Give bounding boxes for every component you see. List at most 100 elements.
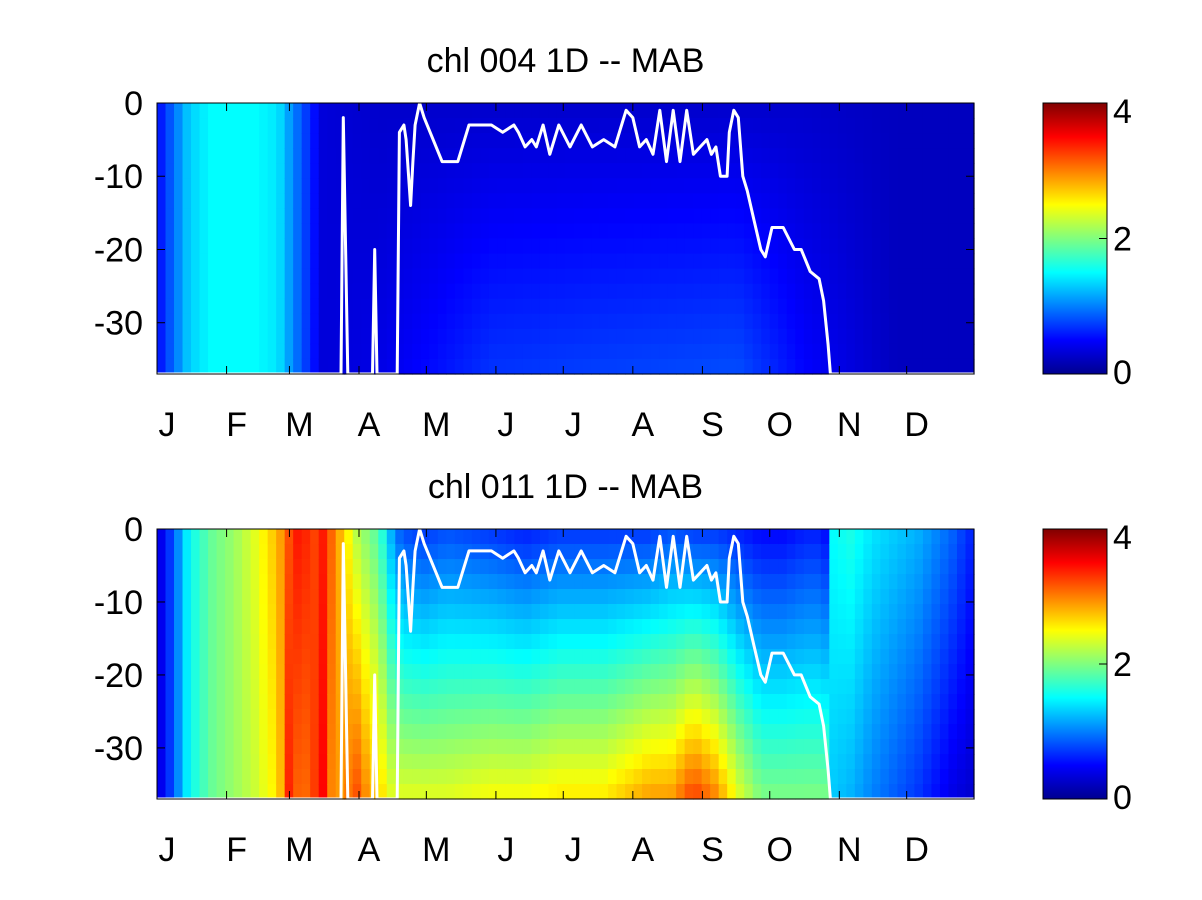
- heatmap-cell: [718, 178, 728, 194]
- heatmap-cell: [599, 619, 609, 635]
- heatmap-cell: [820, 694, 830, 710]
- heatmap-cell: [191, 163, 201, 179]
- heatmap-cell: [710, 313, 720, 330]
- heatmap-cell: [837, 589, 847, 605]
- heatmap-cell: [216, 589, 226, 605]
- heatmap-cell: [786, 313, 796, 330]
- heatmap-cell: [667, 163, 677, 179]
- heatmap-cell: [599, 784, 609, 800]
- heatmap-cell: [727, 694, 737, 710]
- heatmap-cell: [965, 574, 975, 590]
- heatmap-cell: [259, 694, 269, 710]
- heatmap-cell: [948, 664, 958, 680]
- heatmap-cell: [386, 664, 396, 680]
- heatmap-cell: [556, 589, 567, 605]
- heatmap-cell: [812, 529, 822, 545]
- heatmap-cell: [871, 178, 881, 194]
- heatmap-cell: [310, 529, 320, 545]
- heatmap-cell: [216, 604, 226, 620]
- x-tick-label: M: [422, 831, 450, 869]
- heatmap-cell: [412, 589, 422, 605]
- heatmap-cell: [199, 268, 209, 285]
- heatmap-cell: [803, 559, 813, 575]
- heatmap-cell: [412, 163, 422, 179]
- heatmap-cell: [522, 223, 533, 240]
- heatmap-cell: [165, 754, 175, 770]
- heatmap-cell: [242, 709, 252, 725]
- heatmap-cell: [599, 238, 609, 255]
- heatmap-cell: [429, 544, 439, 560]
- heatmap-cell: [174, 784, 184, 800]
- heatmap-cell: [471, 253, 481, 270]
- heatmap-cell: [854, 103, 864, 119]
- heatmap-cell: [488, 193, 499, 209]
- heatmap-cell: [948, 694, 958, 710]
- heatmap-cell: [625, 784, 635, 800]
- heatmap-cell: [676, 133, 686, 149]
- heatmap-cell: [403, 739, 413, 755]
- heatmap-cell: [318, 604, 328, 620]
- heatmap-cell: [522, 634, 533, 650]
- heatmap-cell: [293, 118, 303, 134]
- heatmap-cell: [880, 664, 890, 680]
- heatmap-cell: [625, 589, 635, 605]
- heatmap-cell: [488, 619, 499, 635]
- heatmap-cell: [199, 148, 209, 164]
- heatmap-cell: [931, 649, 941, 665]
- heatmap-cell: [369, 148, 379, 164]
- heatmap-cell: [420, 694, 430, 710]
- heatmap-cell: [948, 784, 958, 800]
- heatmap-cell: [386, 754, 396, 770]
- colorbar-tick-label: 0: [1113, 354, 1132, 392]
- heatmap-cell: [676, 604, 686, 620]
- heatmap-cell: [556, 754, 567, 770]
- heatmap-cell: [744, 178, 754, 194]
- heatmap-cell: [599, 343, 609, 360]
- heatmap-cell: [216, 118, 226, 134]
- heatmap-cell: [846, 223, 856, 240]
- heatmap-cell: [574, 769, 584, 785]
- heatmap-cell: [718, 664, 728, 680]
- heatmap-cell: [956, 313, 967, 330]
- heatmap-cell: [803, 343, 813, 360]
- heatmap-cell: [965, 118, 975, 134]
- heatmap-cell: [454, 694, 464, 710]
- heatmap-cell: [191, 784, 201, 800]
- heatmap-cell: [165, 679, 175, 695]
- heatmap-cell: [914, 724, 924, 740]
- heatmap-cell: [216, 709, 226, 725]
- heatmap-cell: [591, 709, 601, 725]
- heatmap-cell: [939, 649, 950, 665]
- heatmap-cell: [803, 694, 813, 710]
- heatmap-cell: [318, 574, 328, 590]
- heatmap-cell: [174, 163, 184, 179]
- heatmap-cell: [650, 769, 660, 785]
- heatmap-cell: [437, 223, 447, 240]
- heatmap-cell: [276, 589, 286, 605]
- heatmap-cell: [208, 238, 218, 255]
- heatmap-cell: [199, 163, 209, 179]
- heatmap-cell: [437, 604, 447, 620]
- heatmap-cell: [820, 238, 830, 255]
- heatmap-cell: [301, 358, 311, 375]
- heatmap-cell: [727, 574, 737, 590]
- heatmap-cell: [182, 343, 192, 360]
- heatmap-cell: [344, 193, 354, 209]
- heatmap-cell: [395, 544, 405, 560]
- heatmap-cell: [412, 574, 422, 590]
- colorbar-tick-label: 4: [1113, 93, 1132, 131]
- heatmap-cell: [191, 559, 201, 575]
- heatmap-cell: [267, 664, 277, 680]
- heatmap-cell: [471, 754, 481, 770]
- heatmap-cell: [276, 223, 286, 240]
- heatmap-cell: [301, 784, 311, 800]
- heatmap-cell: [225, 619, 235, 635]
- heatmap-cell: [591, 559, 601, 575]
- heatmap-cell: [778, 544, 788, 560]
- heatmap-cell: [795, 739, 805, 755]
- heatmap-cell: [361, 634, 371, 650]
- heatmap-cell: [267, 769, 277, 785]
- heatmap-cell: [684, 313, 694, 330]
- heatmap-cell: [378, 589, 388, 605]
